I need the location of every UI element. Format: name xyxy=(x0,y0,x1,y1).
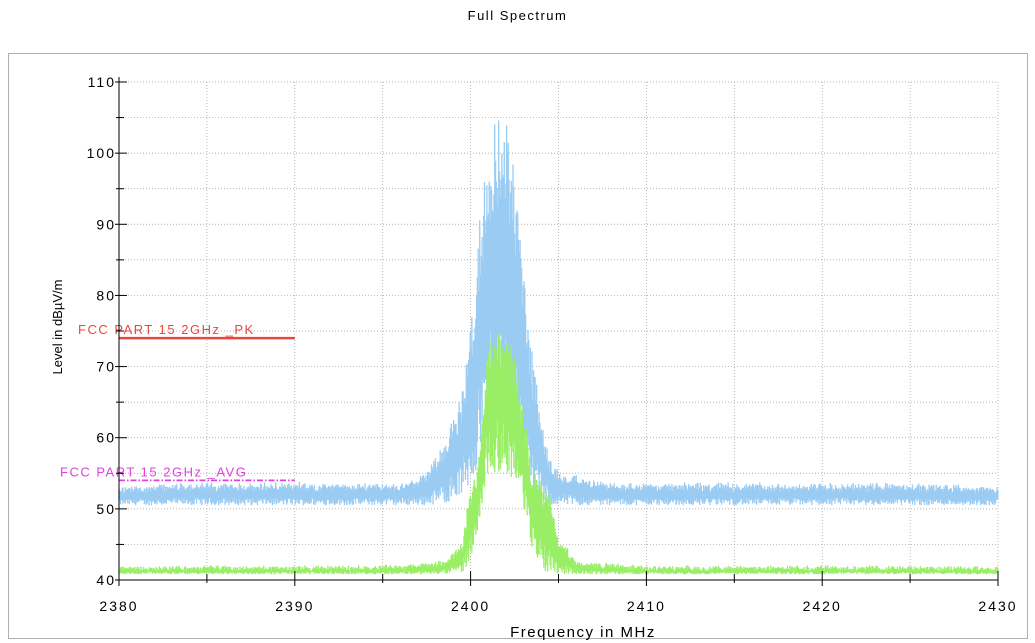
x-tick-label: 2390 xyxy=(275,598,314,614)
y-tick-label: 90 xyxy=(96,216,116,232)
y-tick-label: 100 xyxy=(87,145,116,161)
y-axis-label: Level in dBµV/m xyxy=(50,280,65,375)
x-tick-label: 2380 xyxy=(99,598,138,614)
x-tick-label: 2420 xyxy=(803,598,842,614)
y-tick-label: 110 xyxy=(88,74,116,90)
limit-lines: FCC PART 15 2GHz _PK FCC PART 15 2GHz _AV… xyxy=(60,322,295,482)
x-axis-label: Frequency in MHz xyxy=(510,624,656,641)
x-tick-label: 2400 xyxy=(451,598,490,614)
y-tick-label: 60 xyxy=(96,430,116,446)
axes xyxy=(115,77,999,586)
x-tick-label: 2430 xyxy=(978,598,1017,614)
y-tick-label: 70 xyxy=(96,359,116,375)
limit-line-label-2: FCC PART 15 2GHz _AVG xyxy=(60,464,247,479)
tick-labels: 2380 2390 2400 2410 2420 2430 40 50 60 70 80 90 100 1… xyxy=(87,74,1017,614)
chart-frame xyxy=(8,53,1028,639)
limit-line-label-1: FCC PART 15 2GHz _PK xyxy=(78,322,255,337)
y-tick-label: 50 xyxy=(96,501,116,517)
x-tick-label: 2410 xyxy=(627,598,666,614)
chart-title: Full Spectrum xyxy=(467,8,568,23)
y-tick-label: 40 xyxy=(96,572,116,588)
y-tick-label: 80 xyxy=(96,287,116,303)
grid-lines xyxy=(118,81,999,581)
